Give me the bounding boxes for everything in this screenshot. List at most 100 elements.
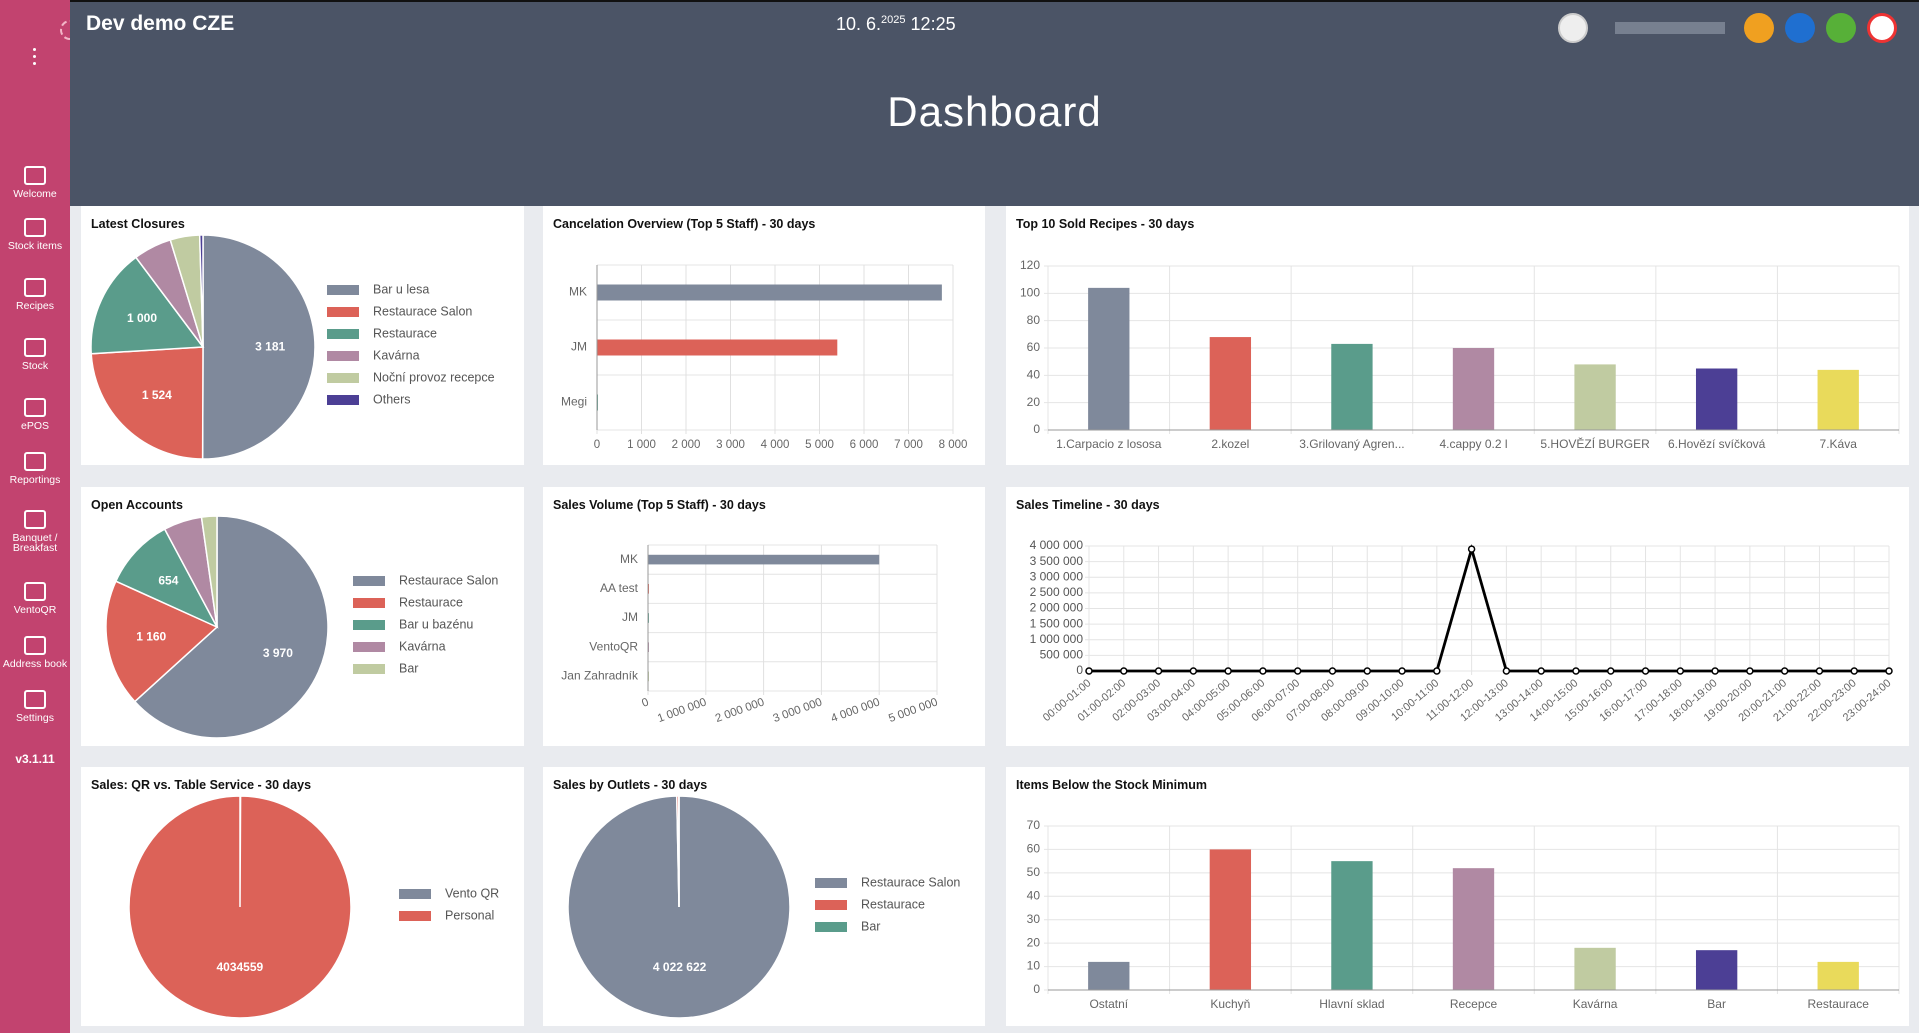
bar — [1695, 950, 1738, 990]
power-icon[interactable] — [1867, 13, 1897, 43]
chart-panel: Open Accounts 3 970 1 160 654 Restaurace Sal… — [81, 487, 524, 746]
chart-title: Latest Closures — [91, 217, 185, 231]
legend-label: Kavárna — [373, 348, 420, 362]
line-marker — [1815, 667, 1824, 675]
data-label: 1 000 — [127, 311, 157, 325]
legend-swatch — [815, 878, 847, 888]
y-tick-label: 3 500 000 — [1030, 554, 1084, 568]
chart-title: Sales: QR vs. Table Service - 30 days — [91, 778, 311, 792]
y-tick-label: 80 — [1027, 313, 1041, 327]
chart-title: Cancelation Overview (Top 5 Staff) - 30 … — [553, 217, 815, 231]
bar — [1817, 369, 1859, 430]
nav-icon — [24, 510, 46, 529]
legend-swatch — [327, 307, 359, 317]
x-tick-label: 7 000 — [894, 439, 923, 451]
pie-slice — [198, 234, 204, 348]
legend-swatch — [353, 576, 385, 586]
chart-title: Sales by Outlets - 30 days — [553, 778, 707, 792]
data-label: 4 022 622 — [653, 960, 707, 974]
y-tick-label: 30 — [1027, 912, 1041, 926]
legend-swatch — [353, 598, 385, 608]
chart-title: Items Below the Stock Minimum — [1016, 778, 1207, 792]
legend-swatch — [353, 642, 385, 652]
nav-item[interactable]: Welcome — [2, 166, 68, 199]
avatar[interactable] — [1558, 13, 1588, 43]
y-tick-label: 100 — [1020, 286, 1040, 300]
year: 2025 — [881, 14, 906, 26]
chart-title: Top 10 Sold Recipes - 30 days — [1016, 217, 1194, 231]
x-tick-label: 5 000 — [805, 439, 834, 451]
line-marker — [1398, 667, 1406, 675]
line-marker — [1293, 667, 1302, 675]
x-tick-label: Kuchyň — [1210, 997, 1250, 1011]
line-marker — [1120, 667, 1128, 675]
chat-icon[interactable] — [1826, 13, 1856, 43]
y-tick-label: MK — [620, 552, 638, 566]
line-marker — [1711, 667, 1719, 675]
line-marker — [1363, 667, 1372, 675]
y-tick-label: MK — [569, 285, 587, 299]
panel-background — [543, 206, 985, 465]
nav-label: Banquet / Breakfast — [12, 532, 58, 554]
x-tick-label: 5.HOVĚZÍ BURGER — [1540, 436, 1650, 451]
y-tick-label: 4 000 000 — [1030, 538, 1084, 552]
line-series — [1089, 544, 1889, 673]
nav-item[interactable]: Address book — [2, 636, 68, 669]
nav-item[interactable]: Stock items — [2, 218, 68, 251]
nav-item[interactable]: Banquet / Breakfast — [2, 510, 68, 553]
chart-panel: Top 10 Sold Recipes - 30 days 0 20 40 60 80 10… — [1006, 206, 1909, 465]
chart-panel: Latest Closures 3 181 1 524 1 000 Bar u lesa… — [81, 206, 524, 465]
x-tick-label: 1 000 — [627, 439, 656, 451]
data-label: 1 160 — [136, 630, 166, 644]
nav-label: ePOS — [20, 420, 49, 432]
legend-swatch — [327, 373, 359, 383]
bar — [1452, 348, 1495, 430]
legend-label: Noční provoz recepce — [373, 370, 495, 384]
page-title: Dashboard — [887, 88, 1102, 135]
bar — [1088, 961, 1130, 990]
legend-swatch — [353, 620, 385, 630]
menu-dots[interactable] — [33, 48, 36, 69]
bar — [1817, 961, 1859, 990]
y-tick-label: 0 — [1033, 982, 1040, 996]
line-marker — [1328, 667, 1337, 675]
brand-title: Dev demo CZE — [86, 12, 235, 35]
nav-label: Stock — [21, 360, 49, 372]
nav-item[interactable]: Recipes — [2, 278, 68, 311]
data-label: 3 970 — [263, 646, 293, 660]
version: v3.1.11 — [15, 752, 55, 766]
x-tick-label: 2.kozel — [1211, 437, 1249, 451]
nav-label: Welcome — [13, 188, 57, 200]
book-icon[interactable] — [1744, 13, 1774, 43]
line-marker — [1676, 667, 1685, 675]
line-marker — [1259, 667, 1267, 675]
bar — [1574, 364, 1616, 430]
phone-icon[interactable] — [1785, 13, 1815, 43]
nav-item[interactable]: Settings — [2, 690, 68, 723]
line-marker — [1780, 667, 1789, 675]
sidebar: Welcome Stock items Recipes Stock ePOS Report… — [0, 0, 70, 1033]
x-tick-label: Kavárna — [1573, 997, 1618, 1011]
nav-item[interactable]: VentoQR — [2, 582, 68, 615]
y-tick-label: 70 — [1027, 818, 1041, 832]
line-marker — [1606, 667, 1615, 675]
x-tick-label: Ostatní — [1089, 997, 1128, 1011]
y-tick-label: 0 — [1076, 663, 1083, 677]
x-tick-label: 1.Carpacio z lososa — [1056, 437, 1162, 451]
y-tick-label: 120 — [1020, 258, 1040, 272]
nav-item[interactable]: Reportings — [2, 452, 68, 485]
line-marker — [1641, 667, 1650, 675]
legend-label: Bar u bazénu — [399, 617, 473, 631]
chart-panel: Sales: QR vs. Table Service - 30 days345… — [81, 767, 524, 1026]
pie-slice — [114, 528, 219, 629]
pie-slice — [201, 234, 316, 460]
date: 10. 6. — [836, 14, 882, 34]
nav-item[interactable]: Stock — [2, 338, 68, 371]
nav-item[interactable]: ePOS — [2, 398, 68, 431]
line-marker — [1502, 667, 1511, 675]
bar — [1209, 849, 1252, 990]
nav-icon — [24, 398, 46, 417]
legend-label: Kavárna — [399, 639, 446, 653]
